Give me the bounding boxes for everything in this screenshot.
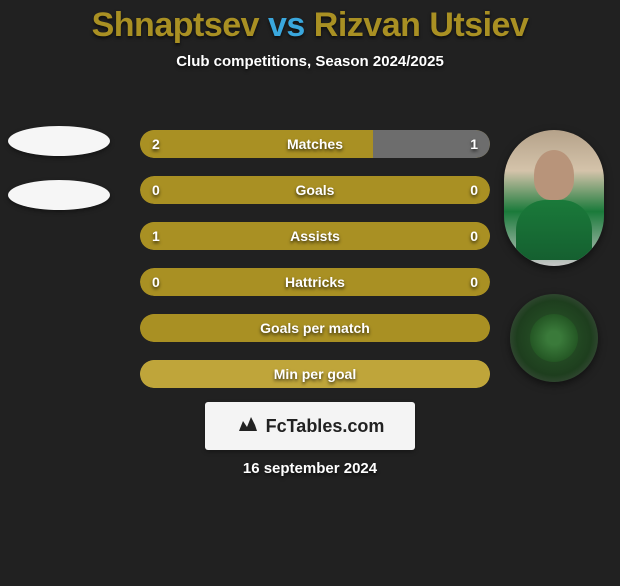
left-avatars <box>8 126 116 234</box>
bar-label: Goals <box>140 176 490 204</box>
vs-text: vs <box>268 6 305 44</box>
bar-row: 00Hattricks <box>140 268 490 296</box>
bar-label: Assists <box>140 222 490 250</box>
player1-name: Shnaptsev <box>92 6 259 44</box>
player1-avatar-placeholder <box>8 126 110 156</box>
brand-badge: FcTables.com <box>205 402 415 450</box>
bar-label: Hattricks <box>140 268 490 296</box>
bar-label: Matches <box>140 130 490 158</box>
bar-label: Goals per match <box>140 314 490 342</box>
player2-club-logo <box>510 294 598 382</box>
bar-row: 00Goals <box>140 176 490 204</box>
brand-icon <box>236 411 260 441</box>
bar-row: 21Matches <box>140 130 490 158</box>
player2-name: Rizvan Utsiev <box>314 6 529 44</box>
player1-club-placeholder <box>8 180 110 210</box>
date-text: 16 september 2024 <box>0 460 620 477</box>
subtitle: Club competitions, Season 2024/2025 <box>0 53 620 70</box>
brand-text: FcTables.com <box>266 416 385 437</box>
player2-avatar <box>504 130 604 266</box>
right-avatars <box>504 130 612 382</box>
bar-row: Min per goal <box>140 360 490 388</box>
bar-row: Goals per match <box>140 314 490 342</box>
page-title: Shnaptsev vs Rizvan Utsiev <box>0 6 620 45</box>
bar-row: 10Assists <box>140 222 490 250</box>
comparison-bars: 21Matches 00Goals 10Assists 00Hattricks Goal… <box>140 130 490 406</box>
bar-label: Min per goal <box>140 360 490 388</box>
